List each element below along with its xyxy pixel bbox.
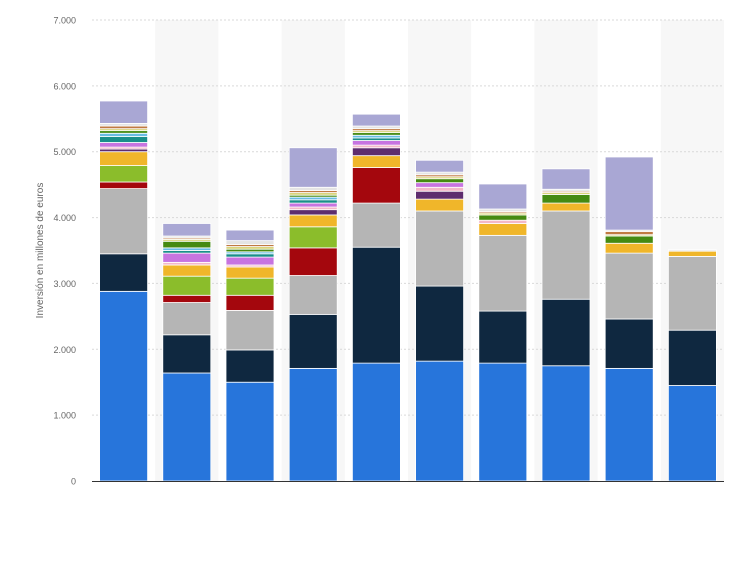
bar-segment bbox=[288, 199, 338, 204]
bar-segment bbox=[604, 367, 654, 482]
y-tick-label: 3.000 bbox=[53, 279, 76, 289]
bar-segment bbox=[288, 202, 338, 208]
bar-segment bbox=[541, 202, 591, 212]
y-axis-label: Inversión en millones de euros bbox=[35, 183, 46, 319]
bar-segment bbox=[162, 294, 212, 303]
bar-segment bbox=[541, 365, 591, 482]
bar-segment bbox=[351, 147, 401, 157]
bar-segment bbox=[225, 266, 275, 279]
bar-segment bbox=[225, 229, 275, 242]
bar-segment bbox=[478, 310, 528, 364]
bar-segment bbox=[288, 226, 338, 249]
bar-segment bbox=[668, 256, 717, 331]
bar-segment bbox=[415, 182, 465, 188]
bar-segment bbox=[604, 242, 654, 254]
bar-segment bbox=[604, 235, 654, 244]
bar-segment bbox=[99, 165, 148, 183]
bar-segment bbox=[99, 151, 148, 166]
bar-segment bbox=[478, 362, 528, 482]
bar-segment bbox=[225, 240, 275, 245]
bar-segment bbox=[162, 240, 212, 249]
bar-segment bbox=[604, 318, 654, 369]
bar-segment bbox=[351, 113, 401, 127]
bar-segment bbox=[415, 198, 465, 212]
bar-segment bbox=[99, 188, 148, 255]
bar-segment bbox=[351, 362, 401, 482]
bar-segment bbox=[99, 100, 148, 124]
bar-segment bbox=[162, 252, 212, 263]
bar-segment bbox=[351, 202, 401, 248]
y-tick-label: 6.000 bbox=[53, 81, 76, 91]
bar-segment bbox=[288, 214, 338, 228]
bar-segment bbox=[351, 246, 401, 364]
bar-segment bbox=[415, 210, 465, 287]
bar-segment bbox=[288, 147, 338, 188]
y-axis-tick-labels: 0 1.000 2.000 3.000 4.000 5.000 6.000 7.000 bbox=[53, 16, 76, 487]
bar-segment bbox=[351, 167, 401, 204]
bar-segments bbox=[99, 100, 717, 482]
bar-segment bbox=[99, 142, 148, 148]
bar-segment bbox=[99, 290, 148, 482]
bar-segment bbox=[415, 190, 465, 200]
bar-segment bbox=[288, 209, 338, 216]
bar-segment bbox=[225, 381, 275, 482]
bar-segment bbox=[225, 253, 275, 258]
bar-segment bbox=[99, 132, 148, 137]
bar-segment bbox=[288, 247, 338, 276]
bar-segment bbox=[604, 231, 654, 236]
bar-segment bbox=[478, 219, 528, 224]
bar-segment bbox=[415, 178, 465, 184]
bar-segment bbox=[541, 210, 591, 300]
bar-segment bbox=[225, 349, 275, 383]
bar-segment bbox=[668, 329, 717, 386]
bar-segment bbox=[668, 249, 717, 252]
bar-segment bbox=[541, 168, 591, 190]
bar-segment bbox=[478, 234, 528, 312]
bar-segment bbox=[478, 223, 528, 236]
bar-segment bbox=[415, 186, 465, 192]
y-tick-label: 4.000 bbox=[53, 213, 76, 223]
bar-segment bbox=[162, 372, 212, 482]
bar-segment bbox=[162, 223, 212, 237]
bar-segment bbox=[478, 214, 528, 221]
bar-segment bbox=[99, 136, 148, 143]
bar-segment bbox=[225, 256, 275, 266]
bar-segment bbox=[351, 140, 401, 146]
bar-segment bbox=[415, 360, 465, 482]
bar-segment bbox=[415, 285, 465, 362]
y-tick-label: 0 bbox=[71, 477, 76, 487]
bar-segment bbox=[288, 186, 338, 191]
bar-segment bbox=[288, 275, 338, 315]
y-tick-label: 7.000 bbox=[53, 16, 76, 26]
bar-segment bbox=[415, 159, 465, 173]
bar-segment bbox=[162, 302, 212, 336]
bar-segment bbox=[604, 252, 654, 320]
bar-segment bbox=[162, 334, 212, 374]
bar-segment bbox=[225, 277, 275, 296]
bar-segment bbox=[668, 385, 717, 482]
bar-segment bbox=[99, 253, 148, 292]
bar-segment bbox=[541, 194, 591, 204]
bar-segment bbox=[225, 294, 275, 311]
bar-segment bbox=[478, 183, 528, 210]
bar-segment bbox=[604, 156, 654, 231]
bar-segment bbox=[668, 250, 717, 257]
bar-segment bbox=[288, 367, 338, 482]
y-tick-label: 1.000 bbox=[53, 411, 76, 421]
bar-segment bbox=[288, 313, 338, 369]
bar-segment bbox=[541, 298, 591, 367]
bar-segment bbox=[162, 264, 212, 277]
bar-segment bbox=[162, 275, 212, 296]
y-tick-label: 5.000 bbox=[53, 147, 76, 157]
y-tick-label: 2.000 bbox=[53, 345, 76, 355]
bar-segment bbox=[225, 310, 275, 351]
bar-segment bbox=[99, 181, 148, 189]
bar-segment bbox=[351, 155, 401, 168]
